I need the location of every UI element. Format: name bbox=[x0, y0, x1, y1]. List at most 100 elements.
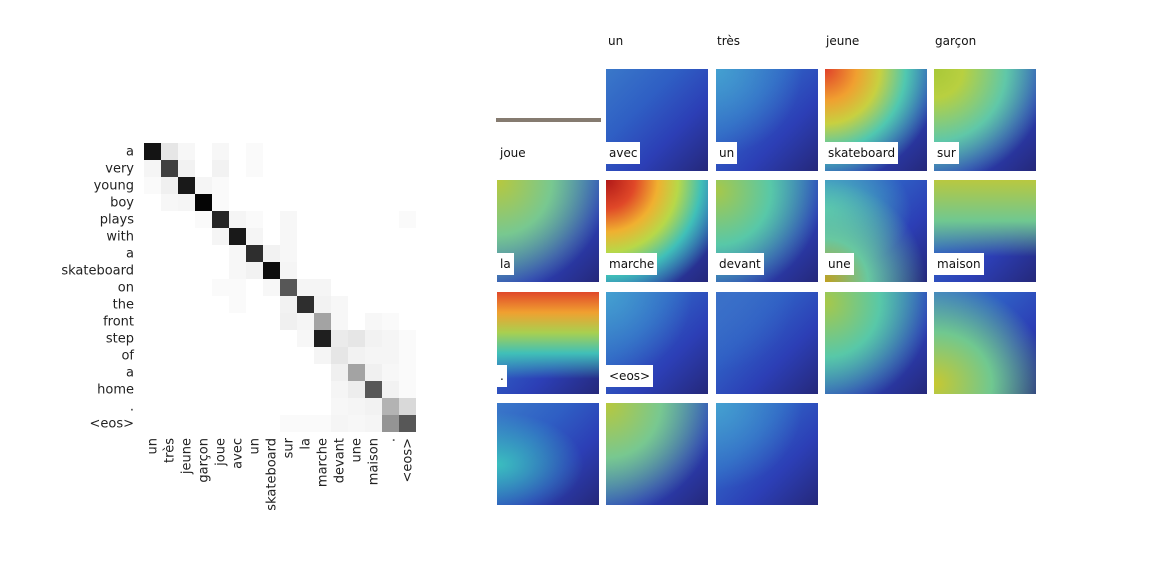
heatmap-cell bbox=[331, 177, 348, 194]
heatmap-cell bbox=[348, 381, 365, 398]
heatmap-cell bbox=[331, 330, 348, 347]
heatmap-cell bbox=[178, 143, 195, 160]
heatmap-cell bbox=[399, 228, 416, 245]
heatmap-cell bbox=[212, 279, 229, 296]
heatmap-cell bbox=[348, 347, 365, 364]
heatmap-cell bbox=[212, 347, 229, 364]
heatmap-cell bbox=[331, 211, 348, 228]
heatmap-cell bbox=[195, 296, 212, 313]
heatmap-cell bbox=[161, 347, 178, 364]
heatmap-cell bbox=[178, 381, 195, 398]
column-label: sur bbox=[282, 437, 297, 458]
heatmap-cell bbox=[144, 415, 161, 432]
heatmap-cell bbox=[229, 330, 246, 347]
heatmap-cell bbox=[297, 245, 314, 262]
heatmap-cell bbox=[348, 194, 365, 211]
heatmap-cell bbox=[161, 398, 178, 415]
heatmap-cell bbox=[365, 330, 382, 347]
heatmap-cell bbox=[365, 262, 382, 279]
heatmap-cell bbox=[263, 194, 280, 211]
heatmap-cell bbox=[178, 364, 195, 381]
heatmap-cell bbox=[178, 177, 195, 194]
heatmap-cell bbox=[399, 398, 416, 415]
heatmap-cell bbox=[280, 313, 297, 330]
heatmap-cell bbox=[212, 398, 229, 415]
column-label: un bbox=[146, 438, 161, 454]
attention-word-label: maison bbox=[934, 253, 984, 275]
heatmap-cell bbox=[212, 245, 229, 262]
heatmap-cell bbox=[263, 160, 280, 177]
heatmap-cell bbox=[331, 262, 348, 279]
heatmap-cell bbox=[382, 364, 399, 381]
heatmap-cell bbox=[365, 381, 382, 398]
heatmap-cell bbox=[195, 160, 212, 177]
heatmap-cell bbox=[178, 415, 195, 432]
heatmap-cell bbox=[382, 194, 399, 211]
heatmap-cell bbox=[161, 330, 178, 347]
heatmap-cell bbox=[382, 415, 399, 432]
heatmap-cell bbox=[382, 330, 399, 347]
heatmap-cell bbox=[212, 364, 229, 381]
heatmap-cell bbox=[382, 211, 399, 228]
heatmap-cell bbox=[314, 330, 331, 347]
heatmap-cell bbox=[246, 160, 263, 177]
heatmap-cell bbox=[314, 415, 331, 432]
heatmap-cell bbox=[365, 177, 382, 194]
heatmap-cell bbox=[263, 347, 280, 364]
row-label: young bbox=[94, 179, 134, 194]
heatmap-cell bbox=[382, 245, 399, 262]
heatmap-cell bbox=[212, 228, 229, 245]
heatmap-cell bbox=[314, 398, 331, 415]
heatmap-cell bbox=[161, 177, 178, 194]
heatmap-cell bbox=[331, 347, 348, 364]
attention-word-label: skateboard bbox=[825, 142, 899, 164]
heatmap-cell bbox=[212, 211, 229, 228]
heatmap-cell bbox=[331, 415, 348, 432]
heatmap-cell bbox=[382, 296, 399, 313]
heatmap-cell bbox=[161, 364, 178, 381]
attention-thumbnail bbox=[934, 69, 1036, 171]
heatmap-cell bbox=[246, 228, 263, 245]
attention-word-label: marche bbox=[606, 253, 658, 275]
heatmap-cell bbox=[297, 347, 314, 364]
attention-word-label: un bbox=[716, 142, 738, 164]
heatmap-cell bbox=[280, 398, 297, 415]
heatmap-cell bbox=[297, 381, 314, 398]
attention-thumbnail bbox=[497, 180, 599, 282]
heatmap-cell bbox=[314, 245, 331, 262]
heatmap-cell bbox=[246, 381, 263, 398]
heatmap-cell bbox=[195, 415, 212, 432]
heatmap-cell bbox=[297, 313, 314, 330]
heatmap-cell bbox=[178, 347, 195, 364]
heatmap-cell bbox=[314, 143, 331, 160]
heatmap-cell bbox=[297, 364, 314, 381]
attention-word-label: joue bbox=[497, 142, 529, 164]
heatmap-cell bbox=[314, 313, 331, 330]
heatmap-cell bbox=[348, 262, 365, 279]
heatmap-cell bbox=[144, 398, 161, 415]
heatmap-cell bbox=[229, 415, 246, 432]
heatmap-cell bbox=[263, 279, 280, 296]
heatmap-cell bbox=[229, 194, 246, 211]
heatmap-cell bbox=[144, 160, 161, 177]
heatmap-cell bbox=[246, 143, 263, 160]
heatmap-cell bbox=[382, 160, 399, 177]
heatmap-cell bbox=[161, 381, 178, 398]
heatmap-cell bbox=[297, 330, 314, 347]
heatmap-cell bbox=[161, 262, 178, 279]
heatmap-cell bbox=[348, 228, 365, 245]
heatmap-cell bbox=[263, 228, 280, 245]
heatmap-cell bbox=[144, 381, 161, 398]
heatmap-cell bbox=[246, 245, 263, 262]
heatmap-cell bbox=[382, 177, 399, 194]
heatmap-cell bbox=[382, 313, 399, 330]
heatmap-cell bbox=[144, 364, 161, 381]
heatmap-cell bbox=[314, 211, 331, 228]
column-label: . bbox=[384, 438, 399, 442]
column-label: <eos> bbox=[401, 438, 416, 483]
heatmap-cell bbox=[314, 381, 331, 398]
image-strip-divider bbox=[496, 118, 601, 122]
row-label: front bbox=[103, 315, 134, 330]
